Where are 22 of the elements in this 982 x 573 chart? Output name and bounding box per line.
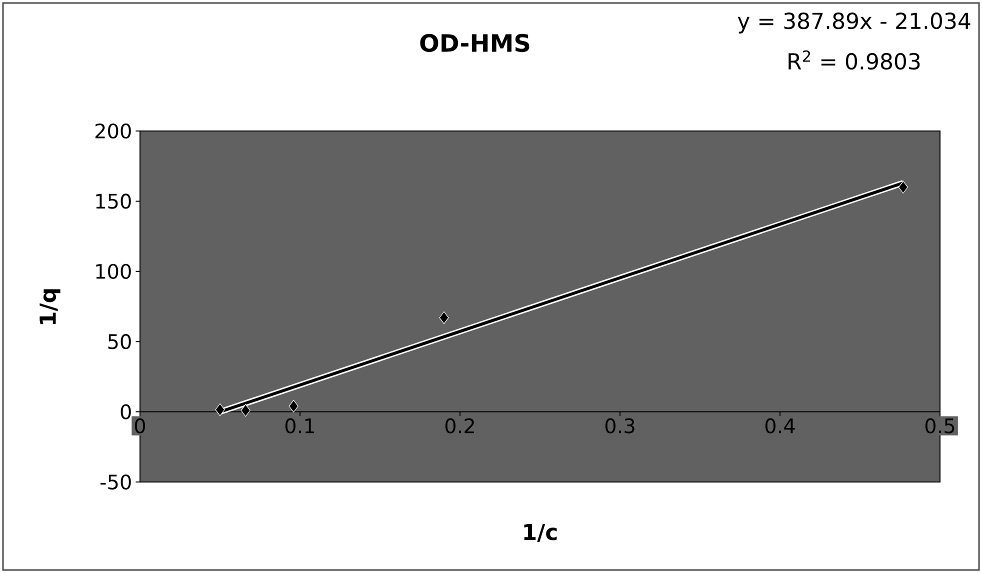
y-tick-label: -50 <box>100 474 131 490</box>
point <box>898 180 908 194</box>
chart-title: OD-HMS <box>420 34 530 52</box>
point <box>288 400 298 412</box>
text: y = 387.89x - 21.034 <box>738 12 970 34</box>
point <box>215 403 225 416</box>
y-tick-label: 0 <box>120 404 131 420</box>
x-tick-label: 0.4 <box>765 418 795 434</box>
x-tick-label: 0.2 <box>445 418 474 434</box>
y-tick-label: 150 <box>96 194 131 209</box>
text: R$^{2}$ = 0.9803 <box>788 50 920 70</box>
x-tick-label: 0 <box>134 418 146 434</box>
x-tick-label: 0.3 <box>605 418 634 434</box>
x-axis-title: 1/c <box>524 524 557 542</box>
y-axis-title: 1/q <box>40 289 60 324</box>
y-tick-label: 100 <box>96 264 131 279</box>
x-tick-label: 0.5 <box>925 418 954 434</box>
x-tick-label: 0.1 <box>285 418 314 434</box>
y-tick-label: 200 <box>95 123 131 139</box>
point <box>439 311 449 324</box>
y-tick-label: 50 <box>108 334 131 350</box>
point <box>240 404 250 417</box>
